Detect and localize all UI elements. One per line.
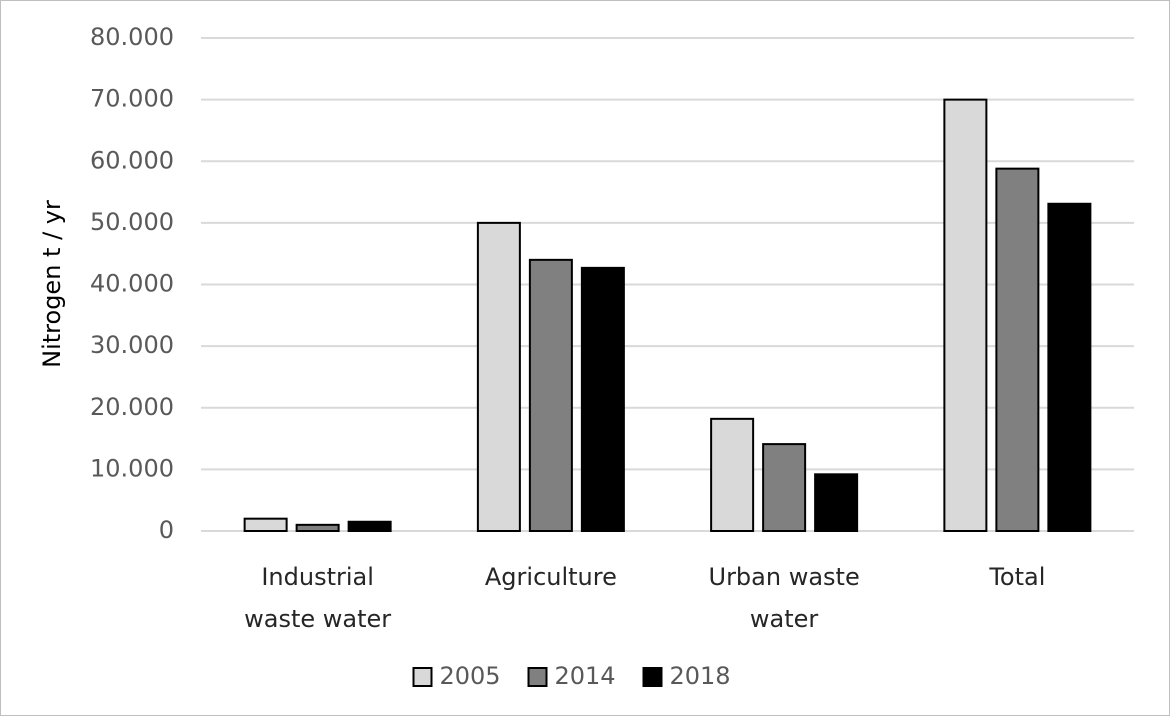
legend-label: 2018 xyxy=(670,662,731,690)
bar xyxy=(814,473,859,532)
y-tick-label: 70.000 xyxy=(90,85,174,113)
bar xyxy=(995,167,1040,533)
x-tick-label: Industrial waste water xyxy=(244,563,392,633)
bar xyxy=(943,98,988,532)
y-tick-label: 0 xyxy=(159,516,174,544)
bar xyxy=(528,258,573,532)
y-tick-label: 10.000 xyxy=(90,454,174,482)
y-axis-label: Nitrogen t / yr xyxy=(38,200,66,368)
bar xyxy=(762,443,807,533)
y-tick-label: 80.000 xyxy=(90,23,174,51)
bar xyxy=(1047,202,1092,533)
x-tick-label: Total xyxy=(989,563,1046,591)
y-tick-label: 20.000 xyxy=(90,393,174,421)
y-tick-label: 60.000 xyxy=(90,146,174,174)
y-tick-label: 50.000 xyxy=(90,208,174,236)
y-tick-label: 30.000 xyxy=(90,331,174,359)
bar xyxy=(476,221,521,532)
legend-swatch xyxy=(527,667,548,687)
bar xyxy=(347,520,392,532)
legend-label: 2005 xyxy=(440,662,501,690)
bar xyxy=(580,266,625,532)
legend-swatch xyxy=(412,667,433,687)
x-tick-label: Agriculture xyxy=(484,563,617,591)
y-tick-label: 40.000 xyxy=(90,270,174,298)
bar xyxy=(710,417,755,532)
bar xyxy=(243,517,288,532)
legend-swatch xyxy=(642,667,663,687)
legend-label: 2014 xyxy=(555,662,616,690)
x-tick-label: Urban waste water xyxy=(708,563,860,633)
bar xyxy=(295,523,340,533)
